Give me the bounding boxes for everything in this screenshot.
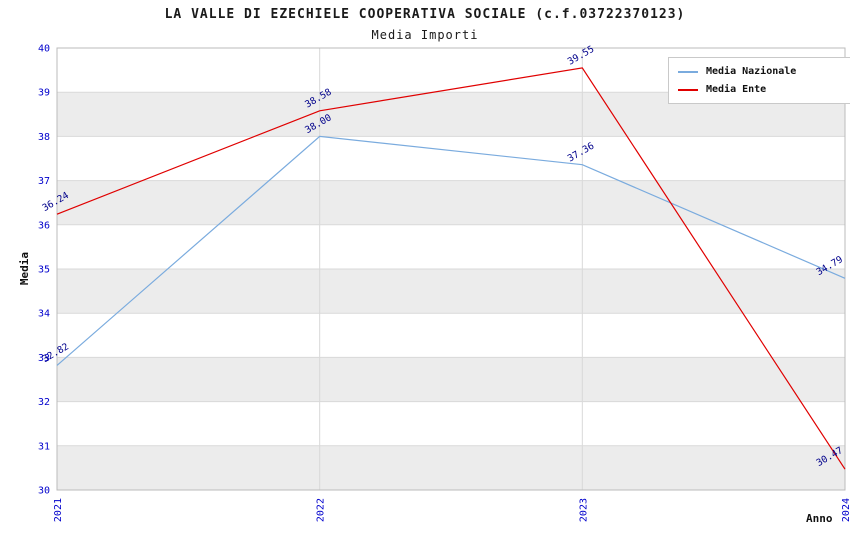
y-tick-label: 37 bbox=[38, 176, 50, 187]
y-tick-label: 32 bbox=[38, 397, 50, 408]
y-tick-label: 38 bbox=[38, 132, 50, 143]
legend-line-sample-red bbox=[678, 88, 698, 91]
plot-band bbox=[57, 357, 845, 402]
y-tick-label: 30 bbox=[38, 486, 50, 497]
plot-band bbox=[57, 445, 845, 490]
series-line-0 bbox=[56, 135, 846, 366]
legend-item-media-nazionale: Media Nazionale bbox=[678, 66, 842, 77]
legend-label-media-nazionale: Media Nazionale bbox=[706, 66, 797, 77]
legend-label-media-ente: Media Ente bbox=[706, 84, 767, 95]
chart-title: LA VALLE DI EZECHIELE COOPERATIVA SOCIAL… bbox=[164, 7, 686, 22]
x-tick-label: 2023 bbox=[578, 498, 589, 522]
y-tick-label: 39 bbox=[38, 88, 50, 99]
y-tick-label: 40 bbox=[38, 44, 50, 55]
plot-band bbox=[57, 180, 845, 225]
legend-line-sample-blue bbox=[678, 70, 698, 73]
y-axis-label: Media bbox=[18, 251, 32, 286]
plot-border bbox=[56, 47, 846, 491]
x-tick-label: 2021 bbox=[53, 498, 64, 522]
x-tick-label: 2024 bbox=[841, 498, 850, 522]
x-tick-label: 2022 bbox=[316, 498, 327, 522]
y-tick-label: 31 bbox=[38, 441, 50, 452]
legend: Media Nazionale Media Ente bbox=[668, 57, 850, 104]
y-tick-label: 35 bbox=[38, 265, 50, 276]
x-axis-label: Anno bbox=[806, 512, 833, 525]
legend-item-media-ente: Media Ente bbox=[678, 84, 842, 95]
data-label-series-1: 39.55 bbox=[566, 44, 596, 68]
y-tick-label: 36 bbox=[38, 220, 50, 231]
y-tick-label: 33 bbox=[38, 353, 50, 364]
y-tick-label: 34 bbox=[38, 309, 50, 320]
data-label-series-0: 37.36 bbox=[566, 140, 597, 164]
series-line-1 bbox=[56, 67, 846, 470]
plot-band bbox=[57, 269, 845, 314]
chart-subtitle: Media Importi bbox=[371, 28, 479, 42]
